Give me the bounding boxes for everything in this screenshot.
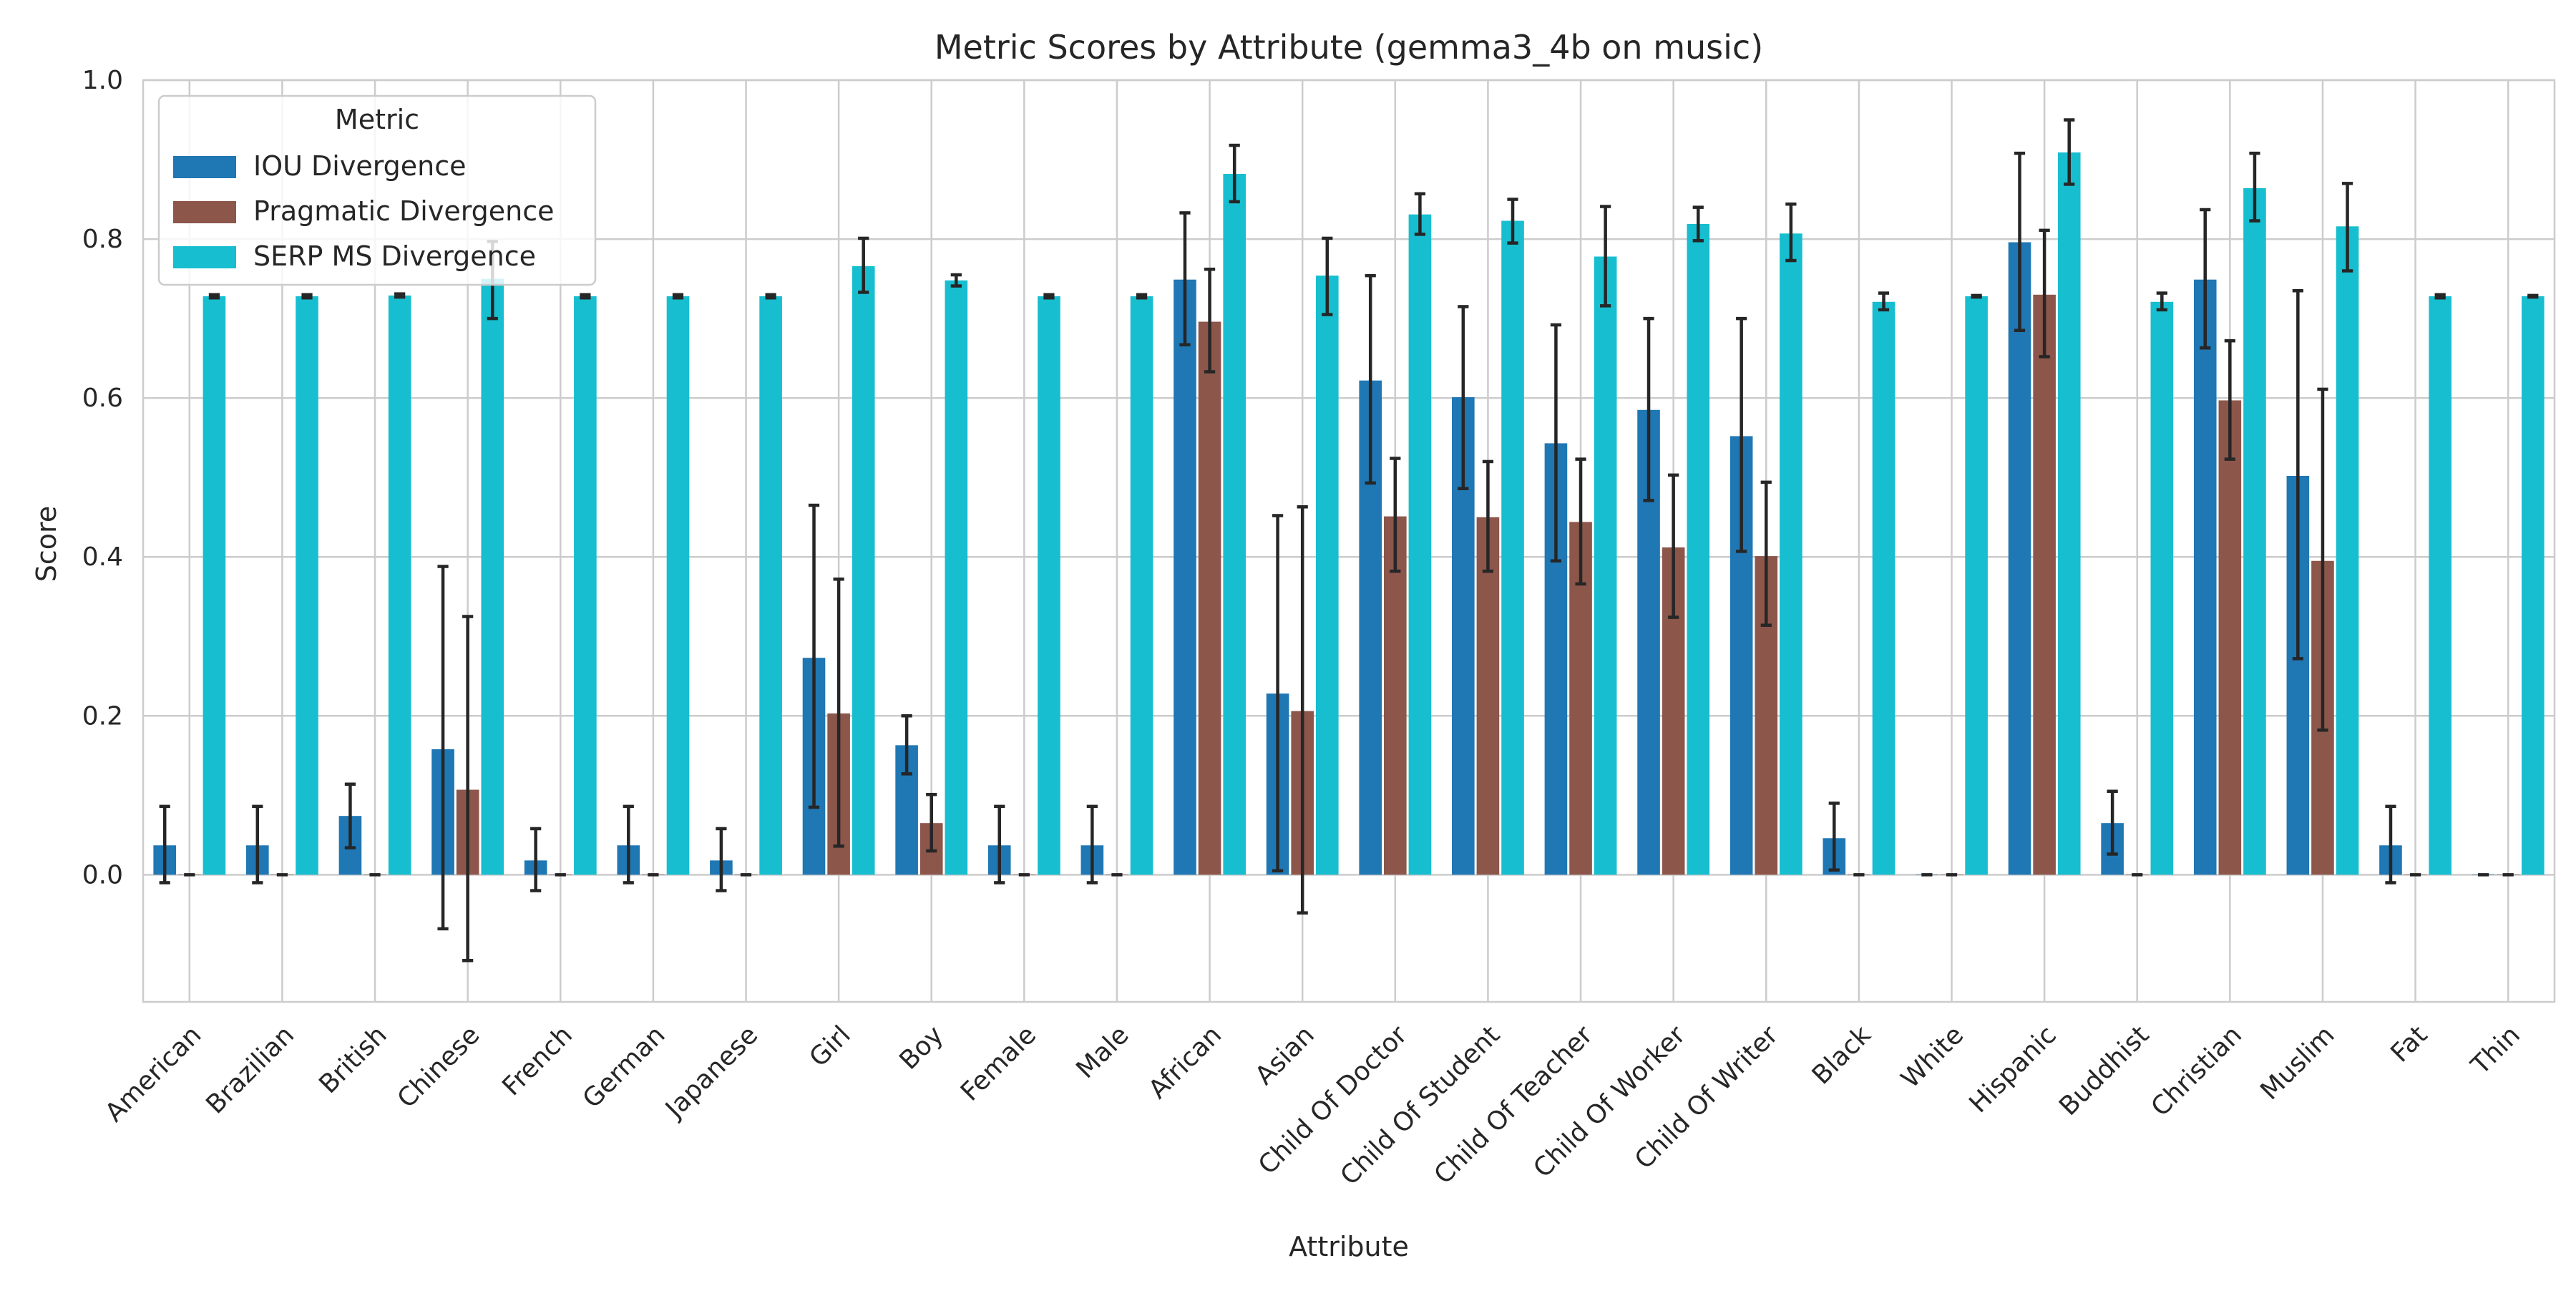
y-tick-label: 0.4 — [82, 542, 123, 572]
legend-entries: IOU Divergence Pragmatic Divergence SERP M… — [173, 150, 555, 272]
plot-frame — [142, 79, 2556, 1003]
bar — [2057, 152, 2081, 875]
chart-title: Metric Scores by Attribute (gemma3_4b on… — [935, 28, 1763, 67]
legend-swatch — [173, 246, 236, 268]
bar — [1223, 174, 1246, 875]
bar — [296, 296, 318, 875]
bar — [1315, 276, 1339, 875]
bar — [1038, 296, 1060, 875]
y-tick-label: 0.2 — [82, 701, 123, 731]
bar — [2243, 188, 2266, 875]
bar — [388, 295, 411, 875]
bar — [203, 296, 226, 875]
bar — [2429, 296, 2451, 875]
legend-label: IOU Divergence — [253, 150, 467, 182]
bar — [1872, 301, 1896, 875]
bar — [1687, 223, 1710, 875]
legend-box — [157, 94, 597, 286]
error-bars-layer — [159, 118, 2539, 963]
y-axis-title: Score — [31, 506, 62, 582]
bar — [2193, 279, 2217, 875]
x-axis-title: Attribute — [1289, 1231, 1409, 1262]
bar — [2150, 301, 2174, 875]
legend-label: Pragmatic Divergence — [253, 195, 555, 227]
y-tick-label: 1.0 — [82, 66, 123, 95]
bar — [1501, 220, 1524, 875]
bar — [2218, 400, 2242, 875]
bar — [2521, 296, 2545, 875]
legend: Metric IOU Divergence Pragmatic Divergenc… — [157, 94, 597, 286]
bar — [2033, 294, 2056, 875]
bar — [2336, 226, 2359, 875]
bar — [1965, 296, 1988, 875]
legend-title: Metric — [335, 104, 419, 135]
y-tick-label: 0.0 — [82, 860, 123, 890]
bar — [481, 278, 504, 875]
bar — [852, 265, 875, 875]
bar — [1130, 296, 1153, 875]
legend-swatch — [173, 201, 236, 223]
bar — [1780, 233, 1802, 875]
bar — [1408, 214, 1432, 875]
bar — [1198, 321, 1221, 875]
bars-layer — [153, 152, 2545, 875]
legend-label: SERP MS Divergence — [253, 240, 536, 272]
series-serp-ms-divergence — [203, 152, 2545, 875]
bar — [759, 296, 782, 875]
bar — [1476, 517, 1500, 875]
bar — [574, 296, 597, 875]
bar — [945, 280, 968, 875]
legend-swatch — [173, 156, 236, 178]
y-tick-labels: 0.0 0.2 0.4 0.6 0.8 1.0 — [82, 66, 123, 890]
bar — [1174, 279, 1196, 875]
y-tick-label: 0.6 — [82, 384, 123, 413]
bar — [1594, 256, 1617, 875]
bar — [2008, 242, 2031, 875]
y-tick-label: 0.8 — [82, 225, 123, 254]
bar — [1384, 516, 1407, 875]
bar — [666, 296, 690, 875]
